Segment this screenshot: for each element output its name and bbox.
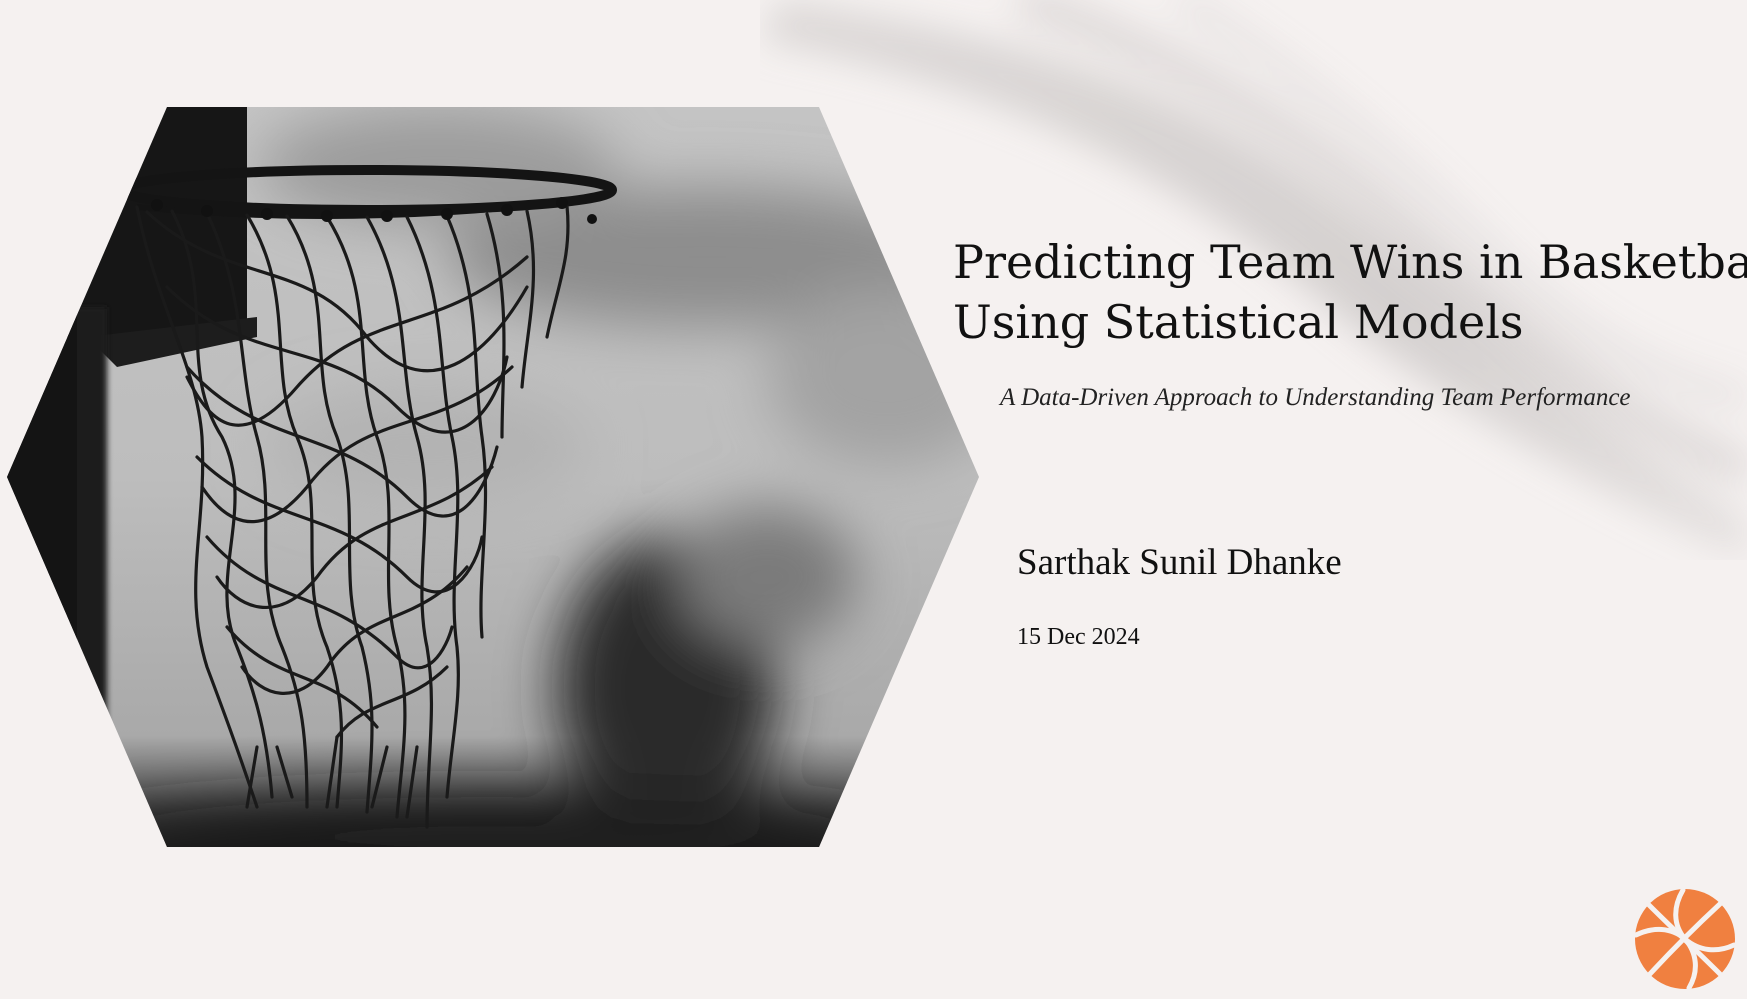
- hero-hexagon-image: [7, 107, 979, 847]
- presentation-date: 15 Dec 2024: [1017, 624, 1140, 650]
- slide-title-line-1: Predicting Team Wins in Basketball: [953, 235, 1747, 289]
- slide-subtitle: A Data-Driven Approach to Understanding …: [1000, 384, 1631, 411]
- slide-title-line-2: Using Statistical Models: [953, 295, 1524, 349]
- background-swoosh-image: [760, 0, 1747, 560]
- title-block: Predicting Team Wins in Basketball Using…: [953, 232, 1747, 352]
- author-name: Sarthak Sunil Dhanke: [1017, 542, 1342, 583]
- basketball-icon: [1633, 887, 1737, 991]
